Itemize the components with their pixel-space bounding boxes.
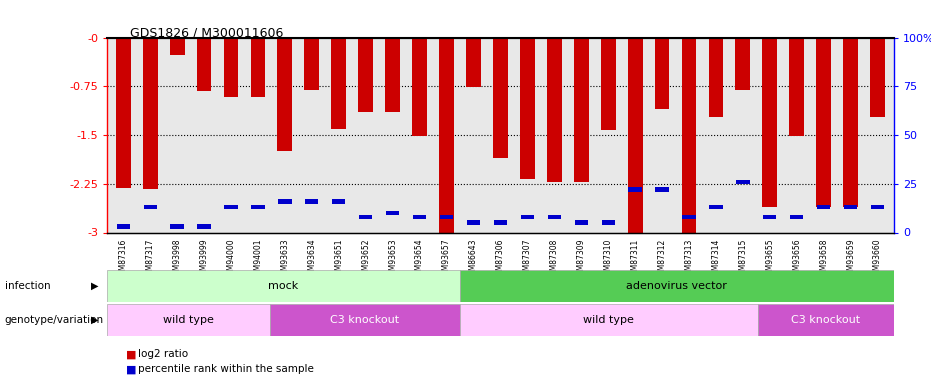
Bar <box>709 205 722 209</box>
Bar <box>655 188 668 192</box>
Text: percentile rank within the sample: percentile rank within the sample <box>138 364 314 374</box>
Bar <box>817 205 830 209</box>
Bar <box>601 220 614 225</box>
Bar <box>493 220 507 225</box>
Bar <box>870 205 884 209</box>
Text: adenovirus vector: adenovirus vector <box>627 281 727 291</box>
Bar <box>736 180 749 184</box>
Bar <box>385 38 400 112</box>
Text: log2 ratio: log2 ratio <box>138 350 188 359</box>
Bar <box>277 38 292 151</box>
Text: ■: ■ <box>126 364 136 374</box>
Text: ■: ■ <box>126 350 136 359</box>
Text: wild type: wild type <box>584 315 634 325</box>
Bar <box>197 224 210 229</box>
Bar <box>762 38 777 207</box>
Bar <box>735 38 750 90</box>
Bar <box>573 38 588 182</box>
Bar <box>460 304 758 336</box>
Bar <box>142 38 157 189</box>
Bar <box>115 38 130 188</box>
Bar <box>789 38 804 136</box>
Bar <box>628 188 641 192</box>
Bar <box>547 214 561 219</box>
Text: wild type: wild type <box>163 315 214 325</box>
Bar <box>460 270 894 302</box>
Bar <box>107 304 270 336</box>
Bar <box>627 38 642 232</box>
Bar <box>466 220 480 225</box>
Bar <box>196 38 211 91</box>
Bar <box>520 214 534 219</box>
Bar <box>250 38 265 97</box>
Bar <box>708 38 723 117</box>
Bar <box>224 205 237 209</box>
Bar <box>654 38 669 109</box>
Bar <box>386 211 399 215</box>
Bar <box>519 38 534 179</box>
Bar <box>816 38 831 207</box>
Bar <box>413 214 426 219</box>
Bar <box>790 214 803 219</box>
Bar <box>682 214 695 219</box>
Bar <box>270 304 460 336</box>
Bar <box>305 199 318 204</box>
Text: mock: mock <box>268 281 299 291</box>
Bar <box>493 38 507 158</box>
Bar <box>251 205 264 209</box>
Text: infection: infection <box>5 281 50 291</box>
Bar <box>574 220 587 225</box>
Text: C3 knockout: C3 knockout <box>331 315 399 325</box>
Bar <box>107 270 460 302</box>
Text: ▶: ▶ <box>91 315 99 325</box>
Bar <box>870 38 885 117</box>
Bar <box>439 38 454 232</box>
Bar <box>843 38 858 207</box>
Bar <box>412 38 427 136</box>
Bar <box>143 205 156 209</box>
Bar <box>116 224 130 229</box>
Bar <box>546 38 561 182</box>
Bar <box>332 199 345 204</box>
Text: GDS1826 / M300011606: GDS1826 / M300011606 <box>130 26 284 39</box>
Bar <box>169 38 184 55</box>
Bar <box>278 199 291 204</box>
Bar <box>439 214 453 219</box>
Text: ▶: ▶ <box>91 281 99 291</box>
Bar <box>763 214 776 219</box>
Text: genotype/variation: genotype/variation <box>5 315 103 325</box>
Bar <box>358 38 373 112</box>
Text: C3 knockout: C3 knockout <box>791 315 860 325</box>
Bar <box>466 38 481 87</box>
Bar <box>170 224 183 229</box>
Bar <box>758 304 894 336</box>
Bar <box>844 205 857 209</box>
Bar <box>600 38 615 130</box>
Bar <box>304 38 319 90</box>
Bar <box>681 38 696 232</box>
Bar <box>359 214 372 219</box>
Bar <box>223 38 238 97</box>
Bar <box>331 38 346 129</box>
